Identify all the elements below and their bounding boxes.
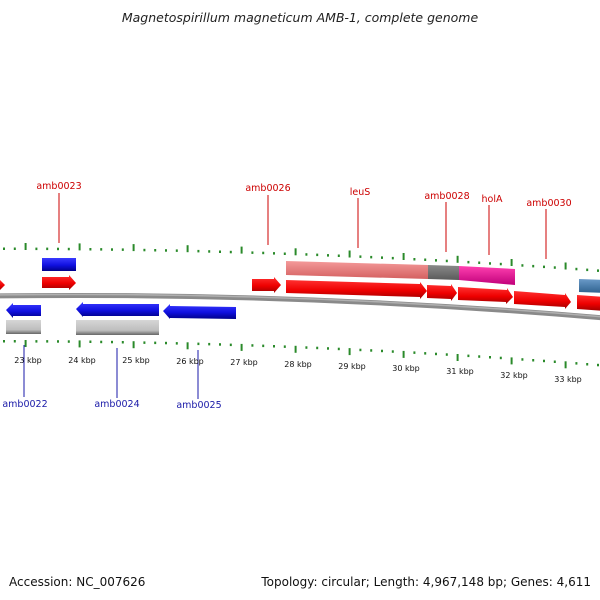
kbp-label: 28 kbp [284,360,312,369]
gene-label-amb0030[interactable]: amb0030 [526,198,571,209]
reverse-gene-arrow[interactable] [6,303,41,318]
kbp-label: 24 kbp [68,356,96,365]
genome-backbone [0,292,600,321]
gene-feature-pink-leuS[interactable] [286,261,428,279]
reverse-label-leaders [23,345,199,399]
reverse-gene-arrow[interactable] [163,304,236,319]
gene-label-amb0025[interactable]: amb0025 [176,400,221,411]
kbp-label: 26 kbp [176,357,204,366]
gene-feature-magenta-holA[interactable] [459,266,515,285]
gene-label-amb0028[interactable]: amb0028 [424,191,469,202]
tick-row-top [3,243,599,272]
genome-title: Magnetospirillum magneticum AMB-1, compl… [121,10,479,25]
kbp-label: 33 kbp [554,375,582,384]
gene-label-amb0022[interactable]: amb0022 [2,399,47,410]
kbp-label: 25 kbp [122,356,150,365]
gene-label-amb0026[interactable]: amb0026 [245,183,290,194]
reverse-gene-arrow[interactable] [76,302,159,317]
forward-gene-arrow[interactable] [252,277,281,293]
forward-gene-arrow[interactable] [427,284,457,301]
genome-summary-text: Topology: circular; Length: 4,967,148 bp… [261,575,591,589]
gene-label-holA[interactable]: holA [482,194,503,205]
forward-gene-arrow[interactable] [577,295,600,311]
forward-gene-arrow[interactable] [286,280,427,299]
gene-label-amb0023[interactable]: amb0023 [36,181,81,192]
kbp-label: 32 kbp [500,371,528,380]
gene-label-leuS[interactable]: leuS [350,187,371,198]
gene-feature-grey[interactable] [428,265,459,280]
gene-label-amb0024[interactable]: amb0024 [94,399,139,410]
gene-feature-grey-bottom[interactable] [76,320,159,335]
kbp-label: 29 kbp [338,362,366,371]
forward-gene-arrow[interactable] [0,280,5,290]
accession-text: Accession: NC_007626 [9,575,146,589]
forward-label-leaders [58,193,547,259]
kbp-label: 27 kbp [230,358,258,367]
forward-gene-arrow[interactable] [514,291,571,309]
gene-feature-grey-bottom[interactable] [6,320,41,334]
kbp-label: 23 kbp [14,356,42,365]
tick-row-bottom [3,340,599,369]
forward-gene-arrow[interactable] [42,275,76,290]
kbp-label: 30 kbp [392,364,420,373]
kbp-scale: 23 kbp 24 kbp 25 kbp 26 kbp 27 kbp 28 kb… [14,356,582,384]
gene-feature-blue-top[interactable] [42,258,76,271]
kbp-label: 31 kbp [446,367,474,376]
gene-feature-steelblue[interactable] [579,279,600,293]
forward-gene-arrow[interactable] [458,287,513,304]
genome-backbone-highlight [0,293,600,318]
